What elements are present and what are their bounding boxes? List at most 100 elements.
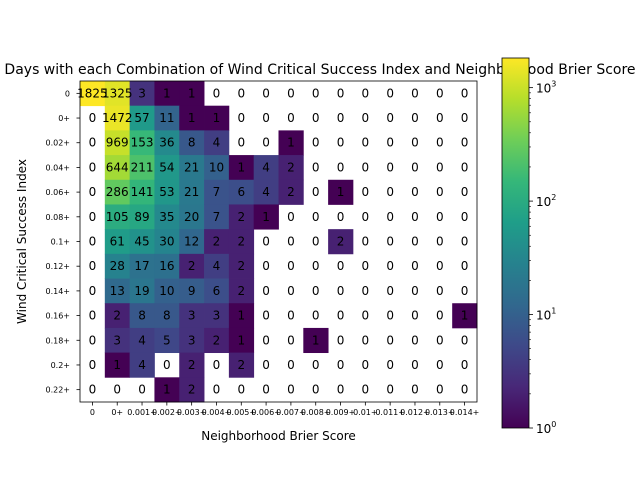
cell-value-label: 0 <box>411 284 419 298</box>
heatmap-cell <box>104 179 131 205</box>
cell-value-label: 8 <box>163 309 171 323</box>
cell-value-label: 54 <box>159 160 174 174</box>
cell-value-label: 0 <box>461 333 469 347</box>
cell-value-label: 0 <box>262 284 270 298</box>
cell-value-label: 0 <box>436 111 444 125</box>
x-axis-label: Neighborhood Brier Score <box>201 429 356 443</box>
cell-value-label: 2 <box>188 358 196 372</box>
heatmap-cell <box>228 278 255 304</box>
cell-value-label: 0 <box>89 111 97 125</box>
cell-value-label: 0 <box>362 160 370 174</box>
cell-value-label: 1 <box>262 210 270 224</box>
cell-value-label: 0 <box>262 235 270 249</box>
cell-value-label: 141 <box>131 185 154 199</box>
heatmap-cell <box>179 377 205 403</box>
x-tick-label: 0.014+ <box>450 408 480 417</box>
cell-value-label: 1825 <box>77 86 108 100</box>
colorbar: 100 101 102 103 <box>501 57 556 436</box>
cell-value-label: 0 <box>312 160 320 174</box>
cell-value-label: 8 <box>188 136 196 150</box>
cell-value-label: 28 <box>110 259 125 273</box>
cell-value-label: 2 <box>237 284 245 298</box>
heatmap-cells <box>80 81 478 403</box>
cell-value-label: 0 <box>337 160 345 174</box>
x-tick-label: 0.007+ <box>276 408 306 417</box>
heatmap-cell <box>129 81 155 107</box>
cell-value-label: 0 <box>287 210 295 224</box>
heatmap-cell <box>228 253 255 279</box>
heatmap-cell <box>129 155 155 181</box>
colorbar-tick-label: 101 <box>536 307 556 323</box>
cell-value-label: 4 <box>213 136 221 150</box>
heatmap-cell <box>204 155 230 181</box>
cell-value-label: 0 <box>362 111 370 125</box>
cell-value-label: 17 <box>134 259 149 273</box>
cell-value-label: 2 <box>213 333 221 347</box>
cell-value-label: 2 <box>287 160 295 174</box>
cell-value-label: 2 <box>188 259 196 273</box>
heatmap-cell <box>253 155 279 181</box>
heatmap-cell <box>129 130 155 156</box>
cell-value-label: 0 <box>337 259 345 273</box>
cell-value-label: 6 <box>213 284 221 298</box>
cell-value-label: 0 <box>461 235 469 249</box>
cell-value-label: 4 <box>213 259 221 273</box>
y-tick-label: 0.22+ <box>45 386 70 395</box>
cell-value-label: 0 <box>312 358 320 372</box>
heatmap-cell <box>104 253 131 279</box>
cell-value-label: 0 <box>386 259 394 273</box>
cell-value-label: 1 <box>188 111 196 125</box>
cell-value-label: 0 <box>337 284 345 298</box>
cell-value-label: 0 <box>312 185 320 199</box>
colorbar-ticks: 100 101 102 103 <box>529 80 556 436</box>
cell-value-label: 0 <box>287 284 295 298</box>
heatmap-cell <box>278 130 304 156</box>
cell-value-label: 0 <box>337 111 345 125</box>
cell-value-label: 0 <box>436 210 444 224</box>
y-tick-label: 0+ <box>58 114 70 123</box>
cell-value-label: 0 <box>362 86 370 100</box>
heatmap-cell <box>154 204 180 230</box>
cell-value-label: 0 <box>411 111 419 125</box>
cell-value-label: 6 <box>237 185 245 199</box>
cell-value-label: 0 <box>337 210 345 224</box>
heatmap-cell <box>228 179 255 205</box>
cell-value-label: 7 <box>213 210 221 224</box>
heatmap-cell <box>278 179 304 205</box>
chart-title: Days with each Combination of Wind Criti… <box>4 62 635 78</box>
cell-value-label: 0 <box>89 309 97 323</box>
cell-value-label: 0 <box>237 111 245 125</box>
cell-value-label: 0 <box>262 111 270 125</box>
heatmap-cell <box>154 105 180 131</box>
cell-value-label: 0 <box>362 210 370 224</box>
heatmap-cell <box>228 303 255 329</box>
colorbar-tick-label: 100 <box>536 420 556 436</box>
cell-value-label: 0 <box>386 383 394 397</box>
cell-value-label: 0 <box>461 284 469 298</box>
cell-value-label: 0 <box>461 111 469 125</box>
heatmap-cell <box>129 204 155 230</box>
x-tick-label: 0.008+ <box>301 408 331 417</box>
cell-value-label: 0 <box>386 210 394 224</box>
cell-value-label: 0 <box>436 284 444 298</box>
cell-value-label: 0 <box>411 309 419 323</box>
cell-value-label: 0 <box>386 309 394 323</box>
cell-value-label: 1325 <box>102 86 133 100</box>
y-tick-label: 0.12+ <box>45 262 70 271</box>
colorbar-gradient <box>502 58 529 428</box>
heatmap-cell <box>228 155 255 181</box>
heatmap-cell <box>204 253 230 279</box>
cell-value-label: 0 <box>386 86 394 100</box>
cell-value-label: 4 <box>262 185 270 199</box>
heatmap-cell <box>129 105 155 131</box>
heatmap-cell <box>228 327 255 354</box>
cell-value-label: 8 <box>138 309 146 323</box>
cell-value-label: 0 <box>287 259 295 273</box>
cell-value-label: 0 <box>138 383 146 397</box>
x-tick-label: 0.009+ <box>326 408 356 417</box>
cell-value-label: 0 <box>213 358 221 372</box>
cell-value-label: 0 <box>411 333 419 347</box>
cell-value-label: 0 <box>362 383 370 397</box>
cell-value-label: 0 <box>237 136 245 150</box>
